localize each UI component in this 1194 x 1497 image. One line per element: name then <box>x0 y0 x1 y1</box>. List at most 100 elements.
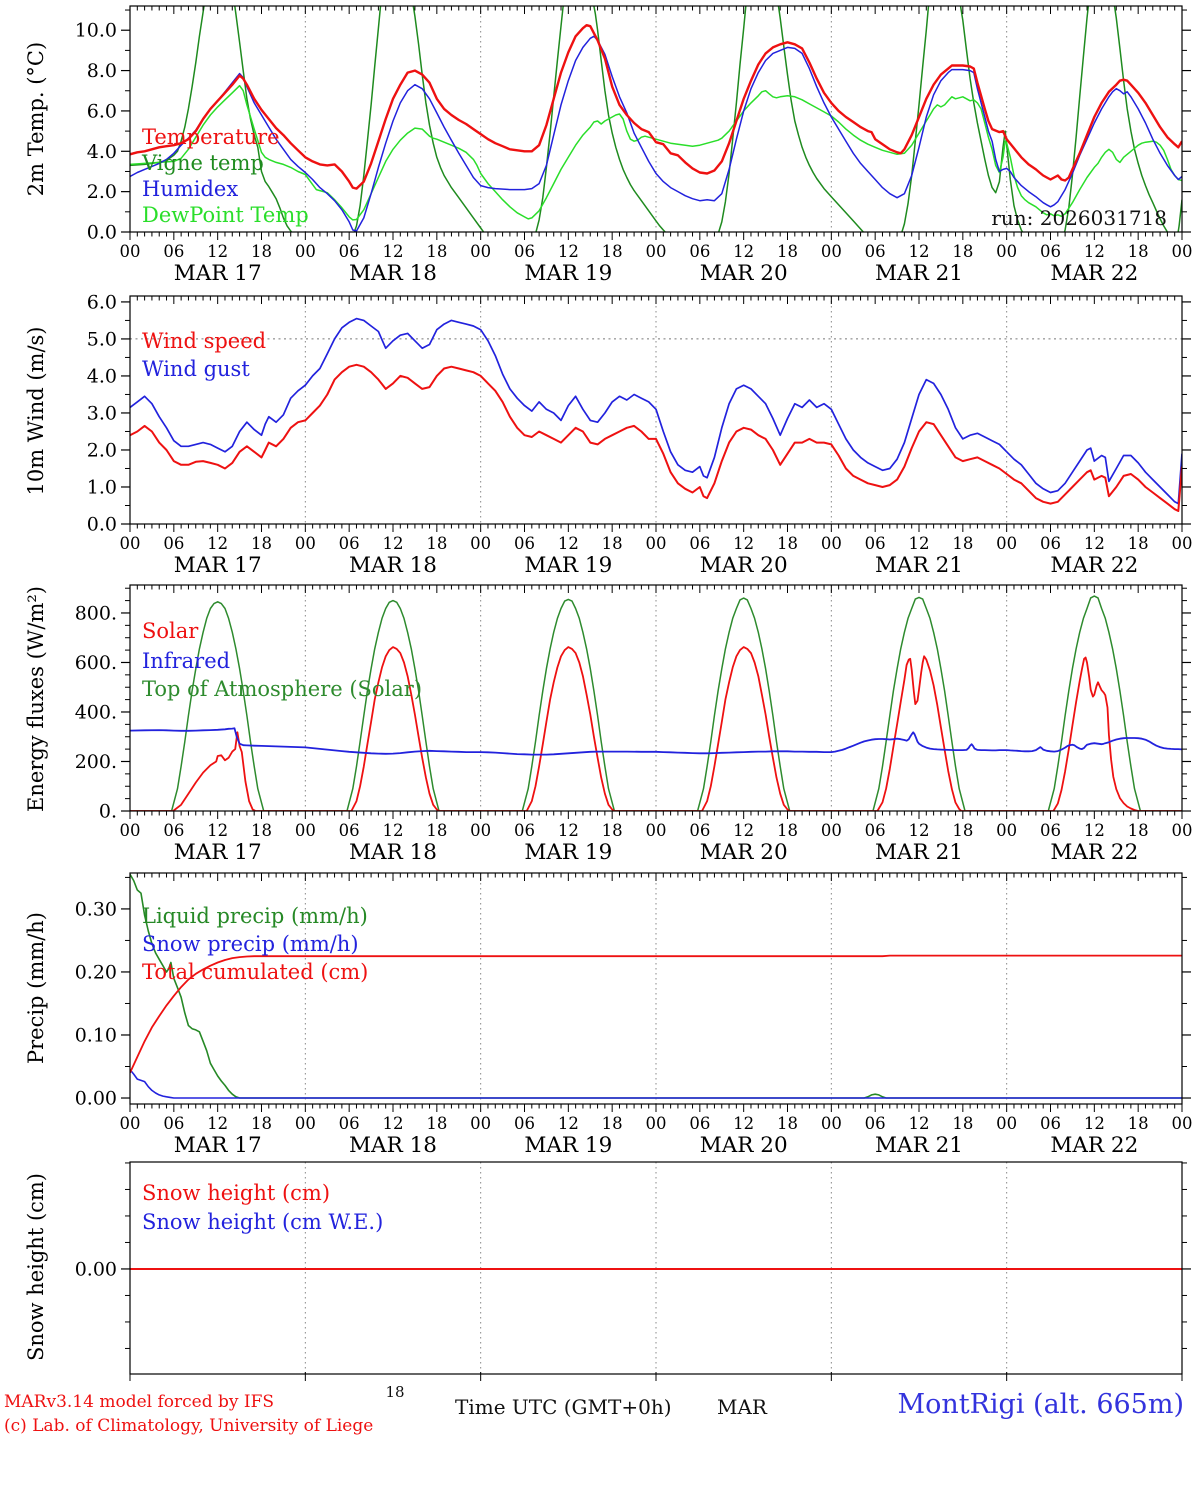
footer-time-axis-title: Time UTC (GMT+0h) <box>455 1395 672 1419</box>
hour-label: 00 <box>821 242 842 261</box>
hour-label: 00 <box>1172 821 1193 840</box>
hour-label: 18 <box>777 1114 798 1133</box>
hour-label: 06 <box>1040 534 1061 553</box>
y-tick-label: 3.0 <box>87 402 117 424</box>
hour-label: 18 <box>602 534 623 553</box>
day-label: MAR 20 <box>700 840 788 865</box>
hour-label: 18 <box>1128 242 1149 261</box>
hour-label: 06 <box>689 1114 710 1133</box>
y-tick-label: 1.0 <box>87 476 117 498</box>
series-dewpoint-temp <box>130 84 1182 221</box>
hour-label: 00 <box>996 821 1017 840</box>
hour-label: 00 <box>996 242 1017 261</box>
y-tick-label: 400. <box>75 701 117 723</box>
hour-label: 12 <box>909 1114 930 1133</box>
hour-label: 06 <box>339 534 360 553</box>
hour-label: 00 <box>470 1114 491 1133</box>
hour-label: 18 <box>1128 534 1149 553</box>
hour-label: 18 <box>1128 1114 1149 1133</box>
hour-label: 18 <box>952 1114 973 1133</box>
hour-label: 06 <box>1040 242 1061 261</box>
hour-label: 12 <box>1084 1114 1105 1133</box>
footer-lab-credit: (c) Lab. of Climatology, University of L… <box>4 1416 374 1436</box>
series-top-of-atmosphere-solar <box>130 595 1182 811</box>
y-tick-label: 800. <box>75 602 117 624</box>
hour-label: 12 <box>733 534 754 553</box>
hour-label: 00 <box>295 1114 316 1133</box>
hour-label: 18 <box>251 1114 272 1133</box>
legend-solar: Solar <box>142 619 199 643</box>
day-label: MAR 21 <box>875 1133 963 1158</box>
hour-label: 12 <box>733 1114 754 1133</box>
footer-month-label: MAR <box>717 1395 767 1419</box>
hour-label: 00 <box>821 534 842 553</box>
hour-label: 12 <box>733 821 754 840</box>
day-label: MAR 19 <box>524 840 612 865</box>
hour-label: 06 <box>163 534 184 553</box>
day-label: MAR 19 <box>524 1133 612 1158</box>
run-label: run: 2026031718 <box>991 206 1167 230</box>
hour-label: 00 <box>996 1114 1017 1133</box>
y-tick-label: 0. <box>99 801 117 823</box>
legend-wind-speed: Wind speed <box>142 329 267 353</box>
hour-label: 12 <box>909 534 930 553</box>
y-tick-label: 600. <box>75 652 117 674</box>
hour-label: 00 <box>295 821 316 840</box>
hour-label: 12 <box>558 1114 579 1133</box>
hour-label: 00 <box>1172 242 1193 261</box>
hour-label: 00 <box>470 534 491 553</box>
legend-infrared: Infrared <box>142 649 231 673</box>
y-tick-label: 5.0 <box>87 328 117 350</box>
legend-snow-height-we: Snow height (cm W.E.) <box>142 1210 384 1234</box>
y-tick-label: 0.10 <box>75 1024 117 1046</box>
hour-label: 06 <box>865 1114 886 1133</box>
hour-label: 12 <box>1084 821 1105 840</box>
hour-label: 18 <box>602 821 623 840</box>
hour-label: 00 <box>295 534 316 553</box>
hour-label: 06 <box>163 242 184 261</box>
hour-label: 18 <box>777 242 798 261</box>
hour-label: 06 <box>163 1114 184 1133</box>
hour-label: 18 <box>952 242 973 261</box>
hour-label: 06 <box>865 534 886 553</box>
meteogram-page: 0.0 2.0 4.0 6.0 8.0 10.0 00 06 12 18 MAR 17 00 06 12 1… <box>4 5 1193 1436</box>
y-tick-label: 10.0 <box>75 20 117 42</box>
legend-snow-precip: Snow precip (mm/h) <box>142 932 359 956</box>
hour-label: 00 <box>646 1114 667 1133</box>
hour-label: 06 <box>689 534 710 553</box>
hour-label: 12 <box>558 242 579 261</box>
day-label: MAR 20 <box>700 261 788 286</box>
day-label: MAR 22 <box>1050 553 1138 578</box>
hour-label: 18 <box>251 242 272 261</box>
y-tick-label: 4.0 <box>87 365 117 387</box>
series-snow-precip <box>130 1069 1182 1099</box>
hour-label: 06 <box>1040 821 1061 840</box>
y-tick-label: 0.00 <box>75 1088 117 1110</box>
hour-label: 12 <box>383 1114 404 1133</box>
day-label: MAR 19 <box>524 553 612 578</box>
day-label: MAR 17 <box>174 840 262 865</box>
day-label: MAR 17 <box>174 1133 262 1158</box>
hour-label: 00 <box>1172 1114 1193 1133</box>
day-label: MAR 22 <box>1050 840 1138 865</box>
hour-label: 00 <box>646 821 667 840</box>
legend-liquid-precip: Liquid precip (mm/h) <box>142 904 368 928</box>
hour-label: 00 <box>646 242 667 261</box>
series-temperature <box>130 24 1182 190</box>
day-label: MAR 18 <box>349 840 437 865</box>
hour-label: 00 <box>120 1114 141 1133</box>
hour-label: 12 <box>207 1114 228 1133</box>
hour-label: 00 <box>646 534 667 553</box>
hour-label: 18 <box>426 1114 447 1133</box>
hour-label: 06 <box>689 242 710 261</box>
series-solar <box>130 646 1182 811</box>
hour-label: 18 <box>602 242 623 261</box>
series-wind-speed <box>130 363 1182 512</box>
hour-label: 00 <box>120 242 141 261</box>
hour-label: 18 <box>952 821 973 840</box>
hour-label: 00 <box>470 821 491 840</box>
day-label: MAR 20 <box>700 553 788 578</box>
hour-label: 00 <box>1172 534 1193 553</box>
